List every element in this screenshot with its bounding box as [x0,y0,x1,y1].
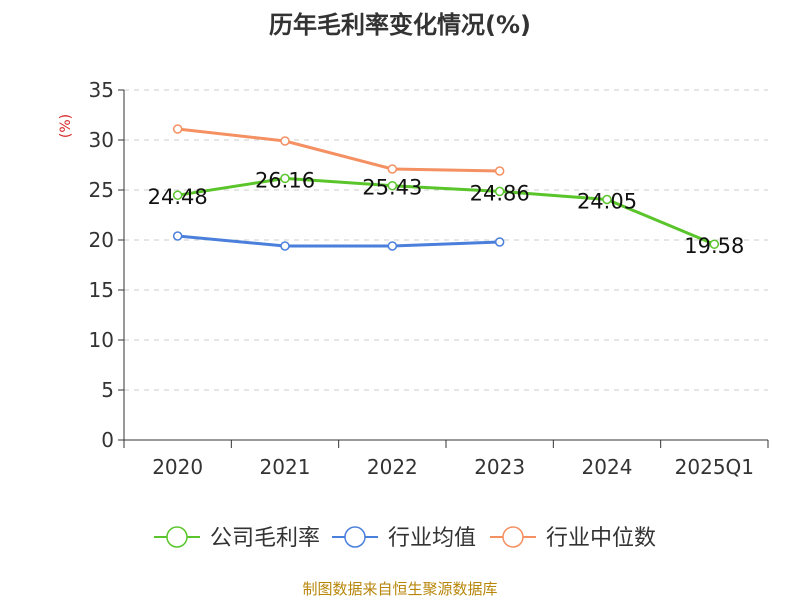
legend-item[interactable]: 行业中位数 [490,526,656,551]
series-line-2 [177,127,500,173]
data-point [494,186,505,197]
data-point [172,190,183,200]
legend-label: 行业均值 [388,526,476,551]
y-tick-label: 25 [89,178,114,202]
y-axis-label: (%) [58,114,74,138]
data-point [172,231,183,241]
y-tick-label: 0 [101,428,114,452]
y-tick-label: 10 [89,328,114,352]
series-line-1 [177,234,500,248]
x-tick-label: 2024 [582,455,633,479]
legend-marker [502,526,524,548]
legend-label: 公司毛利率 [210,526,320,551]
legend-marker [344,526,366,548]
data-point [280,173,290,184]
y-tick-label: 20 [89,228,114,252]
legend-item[interactable]: 公司毛利率 [154,526,320,551]
y-tick-label: 35 [89,78,114,102]
data-point [602,194,612,205]
data-point [387,180,398,191]
legend-item[interactable]: 行业均值 [332,526,476,551]
legend-marker [166,526,188,548]
data-point [387,241,398,251]
x-tick-label: 2020 [152,455,203,479]
data-point [280,136,290,146]
data-labels: 24.48 26.16 25.43 24.86 24.05 19.58 [148,168,745,258]
legend[interactable]: 公司毛利率 行业均值 行业中位数 [154,526,656,551]
data-label: 19.58 [684,234,744,258]
data-label: 26.16 [255,168,315,192]
x-tick-label: 2025Q1 [675,455,754,479]
data-label: 24.48 [148,185,208,209]
axes: 0 5 10 15 20 25 30 35 2020 2021 2022 2023 2024 2025Q1 [89,78,769,479]
chart-title: 历年毛利率变化情况(%) [269,11,531,39]
x-tick-label: 2022 [367,455,418,479]
data-label: 25.43 [362,176,422,200]
x-tick-label: 2021 [260,455,311,479]
data-point [280,241,290,251]
data-point [494,166,505,176]
data-label: 24.86 [470,181,530,205]
data-point [494,237,505,247]
data-point [709,239,720,249]
data-point [387,164,398,174]
source-note: 制图数据来自恒生聚源数据库 [302,580,497,598]
y-tick-label: 15 [89,278,114,302]
series [172,124,720,251]
legend-label: 行业中位数 [546,526,656,551]
data-label: 24.05 [577,190,637,214]
data-point [172,124,183,134]
y-tick-label: 5 [101,378,114,402]
x-tick-label: 2023 [474,455,525,479]
y-tick-label: 30 [89,128,114,152]
series-line-0 [177,176,715,246]
